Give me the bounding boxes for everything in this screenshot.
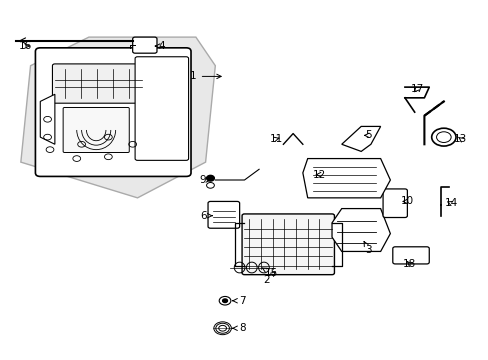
Text: 12: 12 — [313, 170, 326, 180]
Circle shape — [222, 299, 227, 302]
FancyBboxPatch shape — [135, 57, 188, 160]
FancyBboxPatch shape — [35, 48, 191, 176]
Text: 1: 1 — [190, 71, 221, 81]
Text: 7: 7 — [232, 296, 245, 306]
Text: 13: 13 — [453, 134, 467, 144]
Text: 17: 17 — [409, 84, 423, 94]
FancyBboxPatch shape — [382, 189, 407, 217]
Text: 9: 9 — [200, 175, 210, 185]
Text: 8: 8 — [232, 323, 245, 333]
Text: 6: 6 — [200, 211, 212, 221]
Text: 14: 14 — [444, 198, 457, 208]
Polygon shape — [341, 126, 380, 152]
Circle shape — [219, 296, 230, 305]
FancyBboxPatch shape — [52, 64, 144, 103]
Text: 4: 4 — [155, 41, 165, 51]
Text: 10: 10 — [400, 197, 413, 206]
Text: 18: 18 — [403, 259, 416, 269]
Text: 3: 3 — [364, 242, 371, 255]
Polygon shape — [40, 94, 55, 144]
Polygon shape — [302, 158, 389, 198]
Text: 11: 11 — [269, 134, 282, 144]
Polygon shape — [21, 37, 215, 198]
FancyBboxPatch shape — [207, 202, 239, 228]
Text: 16: 16 — [19, 41, 32, 51]
Text: 2: 2 — [263, 272, 275, 285]
FancyBboxPatch shape — [392, 247, 428, 264]
Text: 15: 15 — [261, 268, 277, 278]
FancyBboxPatch shape — [63, 108, 129, 153]
FancyBboxPatch shape — [242, 214, 334, 275]
Circle shape — [206, 175, 214, 181]
FancyBboxPatch shape — [132, 37, 157, 53]
Text: 5: 5 — [364, 130, 371, 140]
Polygon shape — [331, 208, 389, 251]
